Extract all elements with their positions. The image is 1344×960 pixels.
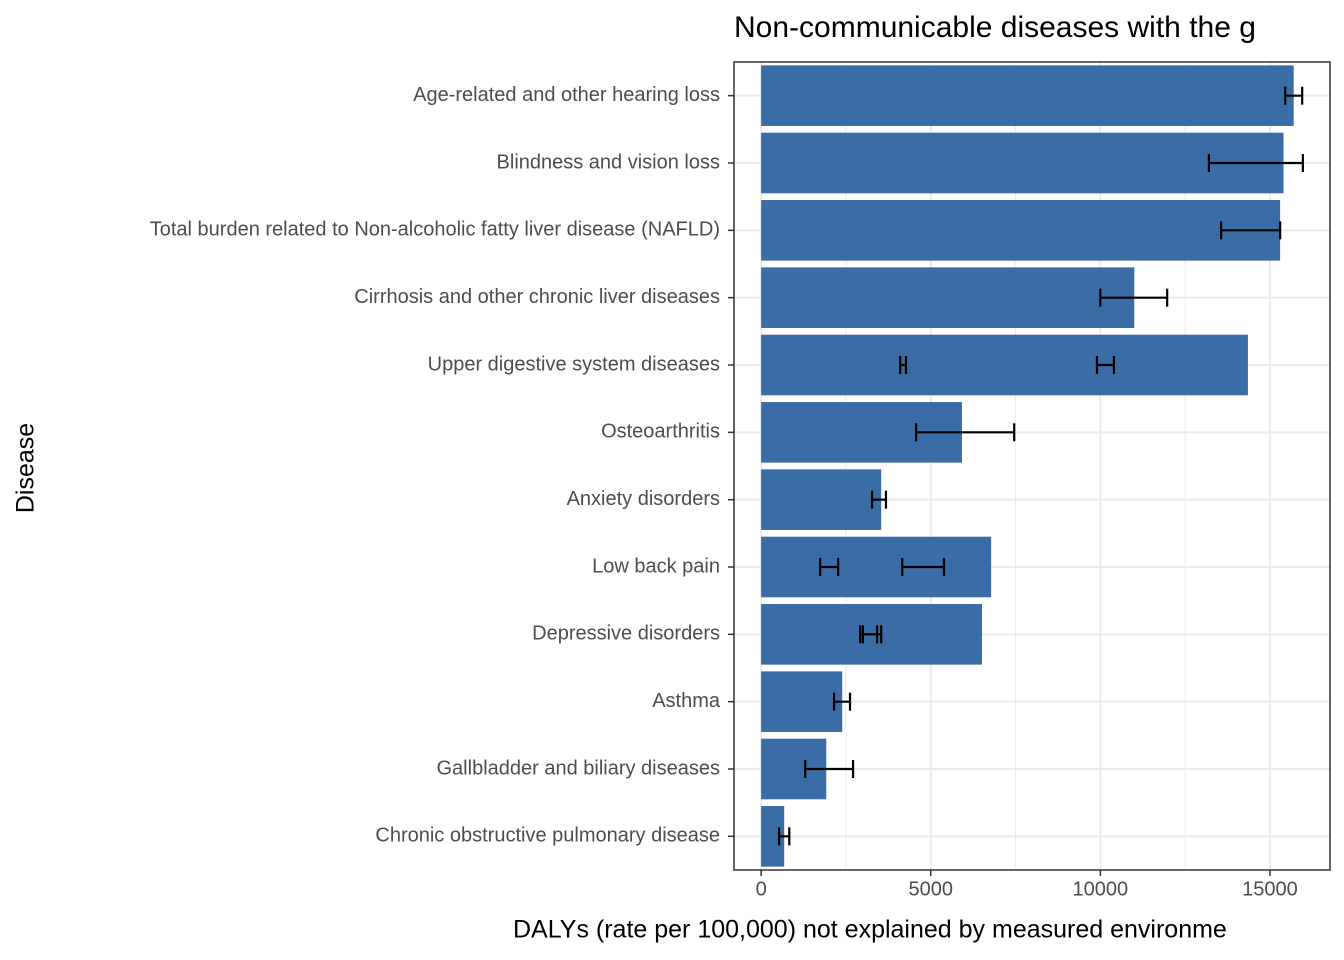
plot-border bbox=[733, 61, 1331, 871]
error-bar bbox=[870, 490, 888, 509]
y-tick-label: Blindness and vision loss bbox=[497, 151, 720, 173]
y-tick-label: Low back pain bbox=[592, 555, 720, 577]
y-tick-label: Age-related and other hearing loss bbox=[413, 84, 720, 106]
x-axis-label: DALYs (rate per 100,000) not explained b… bbox=[513, 916, 1227, 944]
chart-title: Non-communicable diseases with the g bbox=[734, 11, 1256, 44]
y-tick-label: Chronic obstructive pulmonary disease bbox=[375, 825, 720, 847]
error-bar bbox=[1284, 86, 1304, 105]
x-tick-label: 10000 bbox=[1073, 878, 1129, 900]
error-bar bbox=[861, 625, 883, 644]
error-bar bbox=[915, 423, 1016, 442]
error-bar bbox=[819, 558, 840, 576]
bar bbox=[761, 536, 992, 598]
y-tick-label: Upper digestive system diseases bbox=[428, 353, 720, 375]
error-bar bbox=[778, 827, 791, 846]
bar bbox=[761, 469, 882, 530]
x-tick-label: 15000 bbox=[1242, 878, 1298, 900]
error-bar bbox=[901, 558, 946, 576]
error-bar bbox=[899, 356, 908, 374]
bar bbox=[761, 132, 1284, 194]
y-tick-label: Cirrhosis and other chronic liver diseas… bbox=[354, 286, 720, 308]
error-bar bbox=[1099, 288, 1169, 307]
bar bbox=[761, 200, 1281, 261]
error-bar bbox=[1207, 154, 1304, 172]
bar bbox=[761, 671, 843, 732]
bar bbox=[761, 267, 1135, 328]
y-axis-label: Disease bbox=[12, 423, 40, 513]
bar bbox=[761, 806, 785, 867]
x-tick-label: 5000 bbox=[908, 878, 953, 900]
error-bar bbox=[804, 760, 855, 778]
error-bar bbox=[1095, 356, 1116, 374]
y-tick-label: Gallbladder and biliary diseases bbox=[437, 757, 721, 779]
y-tick-label: Total burden related to Non-alcoholic fa… bbox=[150, 219, 720, 241]
bar bbox=[761, 334, 1248, 396]
y-tick-label: Anxiety disorders bbox=[567, 488, 720, 510]
error-bar bbox=[832, 692, 852, 711]
error-bar bbox=[1220, 221, 1282, 240]
plot-panel bbox=[734, 62, 1330, 870]
y-tick-label: Osteoarthritis bbox=[601, 421, 720, 443]
y-tick-label: Depressive disorders bbox=[532, 623, 720, 645]
bar bbox=[761, 65, 1294, 126]
x-tick-label: 0 bbox=[756, 878, 767, 900]
y-tick-label: Asthma bbox=[652, 690, 721, 712]
